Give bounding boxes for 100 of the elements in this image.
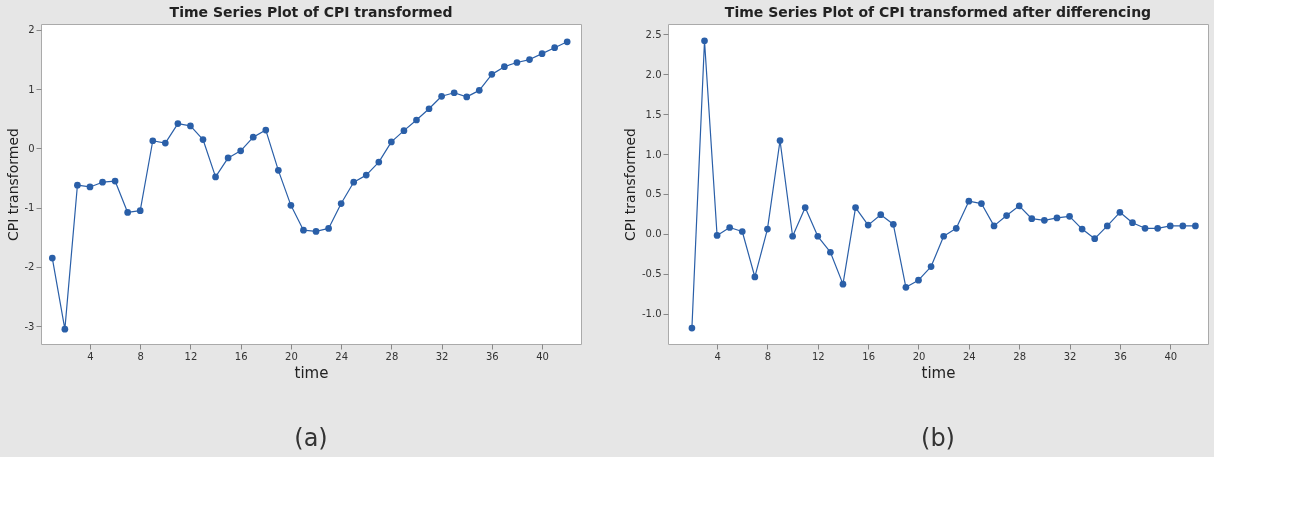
point	[927, 263, 935, 270]
x-tick-label: 36	[485, 350, 499, 362]
point	[400, 127, 408, 135]
point	[538, 50, 546, 57]
point	[488, 71, 496, 78]
x-tick-label: 4	[714, 350, 721, 362]
point	[300, 226, 307, 234]
point	[438, 92, 445, 100]
point	[526, 56, 533, 63]
y-tick-label: -1.0	[641, 308, 662, 320]
text: (b)	[921, 424, 955, 452]
point	[864, 221, 872, 229]
point	[1116, 208, 1124, 216]
point	[751, 273, 759, 281]
y-tick-label: 0.0	[645, 228, 662, 240]
point	[688, 324, 696, 332]
point	[74, 181, 81, 189]
point	[915, 276, 922, 284]
point	[450, 89, 458, 97]
x-axis-title: time	[294, 363, 329, 382]
point	[1141, 224, 1149, 232]
chart-title: Time Series Plot of CPI transformed after differencing	[724, 4, 1152, 20]
point	[388, 138, 395, 146]
point	[111, 177, 119, 185]
point	[124, 209, 132, 216]
y-tick-label: -0.5	[641, 268, 662, 280]
x-tick-label: 28	[385, 350, 399, 362]
point	[563, 38, 571, 46]
point	[978, 200, 985, 207]
point	[1192, 222, 1199, 230]
y-tick-label: 0	[28, 142, 35, 154]
point	[274, 167, 282, 174]
x-tick-label: 40	[536, 350, 549, 362]
x-tick-label: 32	[1063, 350, 1077, 362]
point	[187, 122, 194, 130]
y-tick-label: -2	[24, 261, 35, 273]
point	[262, 126, 270, 134]
point	[551, 44, 558, 52]
point	[1066, 212, 1073, 220]
point	[738, 228, 746, 235]
y-tick-label: 2.5	[645, 28, 662, 40]
point	[312, 228, 320, 235]
point	[713, 232, 721, 239]
point	[48, 254, 56, 262]
point	[501, 63, 508, 71]
x-tick-label: 20	[285, 350, 298, 362]
point	[839, 280, 847, 288]
point	[789, 232, 796, 240]
point	[325, 225, 332, 232]
point	[902, 283, 910, 291]
point	[1003, 212, 1010, 219]
point	[940, 232, 948, 240]
point	[362, 171, 370, 179]
y-tick-label: -1	[24, 202, 35, 214]
point	[1091, 235, 1099, 243]
point	[224, 154, 232, 162]
point	[877, 211, 885, 219]
point	[149, 137, 157, 145]
y-tick-label: 1	[28, 83, 35, 95]
point	[174, 120, 182, 127]
x-tick-label: 24	[962, 350, 976, 362]
x-tick-label: 24	[335, 350, 349, 362]
y-tick-label: 1.0	[645, 148, 662, 160]
point	[513, 59, 521, 66]
point	[827, 248, 834, 256]
point	[990, 222, 998, 230]
x-tick-label: 8	[137, 350, 144, 362]
point	[475, 87, 483, 94]
point	[425, 105, 433, 113]
x-tick-label: 12	[811, 350, 825, 362]
x-tick-label: 20	[912, 350, 926, 362]
point	[889, 220, 897, 228]
point	[86, 183, 94, 191]
point	[337, 200, 345, 207]
x-tick-label: 4	[87, 350, 94, 362]
point	[726, 224, 734, 231]
point	[1179, 222, 1187, 230]
point	[413, 116, 420, 124]
x-tick-label: 36	[1114, 350, 1127, 362]
y-axis-title: CPI transformed	[4, 128, 21, 241]
point	[375, 158, 383, 166]
point	[161, 139, 169, 147]
y-tick-label: 0.5	[645, 188, 662, 200]
point	[287, 201, 295, 209]
point	[814, 232, 822, 240]
x-tick-label: 12	[184, 350, 198, 362]
point	[1166, 222, 1174, 230]
point	[212, 173, 219, 181]
point	[1053, 214, 1061, 222]
chart-title: Time Series Plot of CPI transformed	[169, 4, 453, 20]
x-tick-label: 32	[435, 350, 449, 362]
point	[136, 207, 144, 215]
x-tick-label: 16	[234, 350, 248, 362]
point	[1015, 202, 1023, 210]
y-tick-label: 2.0	[645, 68, 662, 80]
point	[776, 137, 784, 144]
y-tick-label: -3	[24, 320, 35, 332]
text: (a)	[294, 424, 328, 452]
point	[1028, 215, 1036, 223]
point	[801, 204, 809, 211]
